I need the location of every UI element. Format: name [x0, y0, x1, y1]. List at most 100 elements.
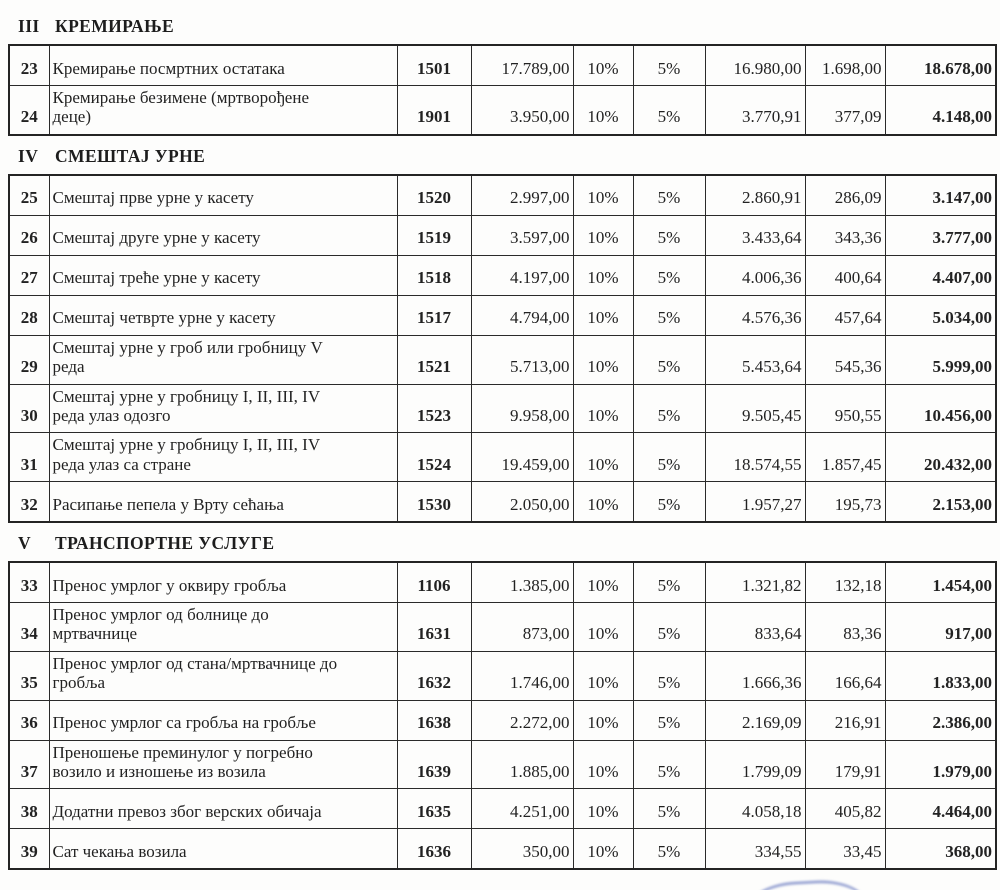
service-code-cell: 1521: [396, 334, 472, 385]
total-price-cell: 1.979,00: [884, 739, 997, 790]
rate-5-cell: 5%: [632, 214, 706, 256]
table-row: 31 Смештај урне у гробницу I, II, III, IV…: [8, 432, 997, 482]
service-code-cell: 1519: [396, 214, 472, 256]
rate-10-cell: 10%: [572, 432, 634, 482]
row-number-cell: 29: [8, 334, 50, 385]
rate-5-cell: 5%: [632, 44, 706, 86]
description-cell: Сат чекања возила: [48, 828, 398, 870]
section-header: III КРЕМИРАЊЕ: [18, 16, 1000, 37]
row-number-cell: 36: [8, 699, 50, 741]
row-number-cell: 34: [8, 602, 50, 652]
rate-5-cell: 5%: [632, 602, 706, 652]
section-header: IV СМЕШТАЈ УРНЕ: [18, 146, 1000, 167]
rate-10-cell: 10%: [572, 602, 634, 652]
base-price-cell: 9.958,00: [470, 383, 574, 434]
description-cell: Смештај треће урне у касету: [48, 254, 398, 296]
description-cell: Смештај урне у гробницу I, II, III, IV р…: [48, 432, 398, 482]
rate-10-cell: 10%: [572, 84, 634, 136]
rate-10-cell: 10%: [572, 739, 634, 790]
rate-5-cell: 5%: [632, 828, 706, 870]
service-code-cell: 1901: [396, 84, 472, 136]
table-row: 27 Смештај треће урне у касету 1518 4.197,0…: [8, 254, 997, 296]
total-price-cell: 2.153,00: [884, 481, 997, 523]
row-number-cell: 30: [8, 383, 50, 434]
service-code-cell: 1639: [396, 739, 472, 790]
tax-amount-cell: 405,82: [804, 788, 886, 830]
tax-amount-cell: 1.857,45: [804, 432, 886, 482]
row-number-cell: 24: [8, 84, 50, 136]
total-price-cell: 4.148,00: [884, 84, 997, 136]
tax-amount-cell: 545,36: [804, 334, 886, 385]
rate-10-cell: 10%: [572, 44, 634, 86]
tax-amount-cell: 195,73: [804, 481, 886, 523]
section-iv: IV СМЕШТАЈ УРНЕ 25 Смештај прве урне у касе…: [0, 146, 1000, 523]
net-amount-cell: 9.505,45: [704, 383, 806, 434]
net-amount-cell: 833,64: [704, 602, 806, 652]
base-price-cell: 4.197,00: [470, 254, 574, 296]
rate-5-cell: 5%: [632, 294, 706, 336]
rate-5-cell: 5%: [632, 650, 706, 701]
rate-10-cell: 10%: [572, 174, 634, 216]
tax-amount-cell: 166,64: [804, 650, 886, 701]
section-header: V ТРАНСПОРТНЕ УСЛУГЕ: [18, 533, 1000, 554]
net-amount-cell: 2.860,91: [704, 174, 806, 216]
tax-amount-cell: 377,09: [804, 84, 886, 136]
net-amount-cell: 4.006,36: [704, 254, 806, 296]
net-amount-cell: 1.957,27: [704, 481, 806, 523]
table-row: 30 Смештај урне у гробницу I, II, III, IV…: [8, 383, 997, 434]
rate-10-cell: 10%: [572, 254, 634, 296]
total-price-cell: 1.454,00: [884, 561, 997, 603]
table-row: 34 Пренос умрлог од болнице до мртвачнице…: [8, 602, 997, 652]
row-number-cell: 33: [8, 561, 50, 603]
row-number-cell: 38: [8, 788, 50, 830]
base-price-cell: 3.950,00: [470, 84, 574, 136]
row-number-cell: 37: [8, 739, 50, 790]
section-title: СМЕШТАЈ УРНЕ: [55, 145, 206, 166]
stamp-mark-partial: [743, 877, 871, 890]
rate-5-cell: 5%: [632, 84, 706, 136]
rate-5-cell: 5%: [632, 432, 706, 482]
base-price-cell: 4.794,00: [470, 294, 574, 336]
net-amount-cell: 2.169,09: [704, 699, 806, 741]
rate-10-cell: 10%: [572, 214, 634, 256]
base-price-cell: 17.789,00: [470, 44, 574, 86]
row-number-cell: 39: [8, 828, 50, 870]
row-number-cell: 35: [8, 650, 50, 701]
tax-amount-cell: 400,64: [804, 254, 886, 296]
service-code-cell: 1638: [396, 699, 472, 741]
description-cell: Кремирање безимене (мртворођене деце): [48, 84, 398, 136]
rate-5-cell: 5%: [632, 481, 706, 523]
net-amount-cell: 3.433,64: [704, 214, 806, 256]
tax-amount-cell: 132,18: [804, 561, 886, 603]
section-title: ТРАНСПОРТНЕ УСЛУГЕ: [55, 533, 275, 553]
service-code-cell: 1106: [396, 561, 472, 603]
base-price-cell: 350,00: [470, 828, 574, 870]
description-cell: Смештај четврте урне у касету: [48, 294, 398, 336]
net-amount-cell: 16.980,00: [704, 44, 806, 86]
description-cell: Смештај прве урне у касету: [48, 174, 398, 216]
rate-10-cell: 10%: [572, 561, 634, 603]
total-price-cell: 368,00: [884, 828, 997, 870]
base-price-cell: 3.597,00: [470, 214, 574, 256]
service-code-cell: 1517: [396, 294, 472, 336]
net-amount-cell: 1.321,82: [704, 561, 806, 603]
table-row: 26 Смештај друге урне у касету 1519 3.597,0…: [8, 214, 997, 256]
description-cell: Смештај урне у гробницу I, II, III, IV р…: [48, 383, 398, 434]
table-row: 36 Пренос умрлог са гробља на гробље 1638 2…: [8, 699, 997, 741]
row-number-cell: 31: [8, 432, 50, 482]
total-price-cell: 1.833,00: [884, 650, 997, 701]
tax-amount-cell: 343,36: [804, 214, 886, 256]
total-price-cell: 3.777,00: [884, 214, 997, 256]
description-cell: Смештај урне у гроб или гробницу V реда: [48, 334, 398, 385]
total-price-cell: 5.034,00: [884, 294, 997, 336]
row-number-cell: 32: [8, 481, 50, 523]
tax-amount-cell: 179,91: [804, 739, 886, 790]
table-row: 29 Смештај урне у гроб или гробницу V ред…: [8, 334, 997, 385]
table-row: 24 Кремирање безимене (мртворођене деце) 1…: [8, 84, 997, 136]
table-row: 37 Преношење преминулог у погребно возило…: [8, 739, 997, 790]
total-price-cell: 917,00: [884, 602, 997, 652]
rate-10-cell: 10%: [572, 481, 634, 523]
section-title: КРЕМИРАЊЕ: [55, 16, 175, 36]
rate-5-cell: 5%: [632, 174, 706, 216]
